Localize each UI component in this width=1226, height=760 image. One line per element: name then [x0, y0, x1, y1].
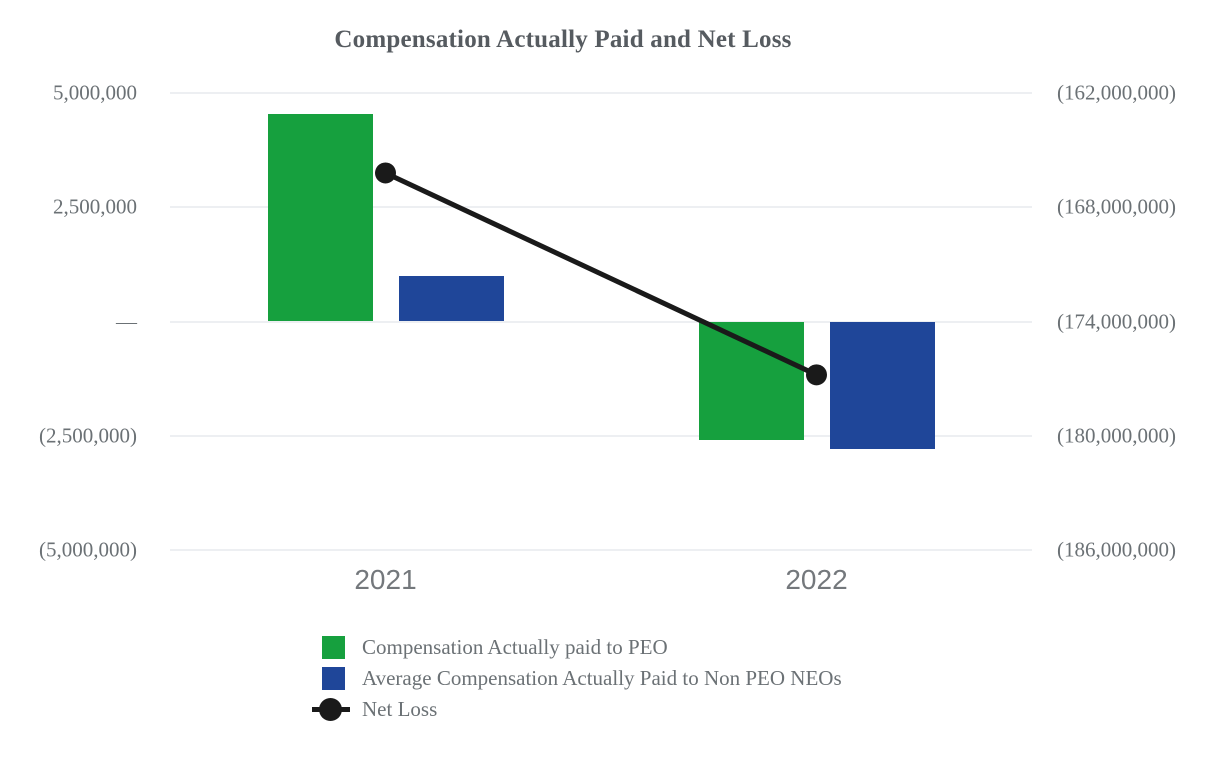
right-axis-tick-label: (186,000,000) [1057, 537, 1176, 562]
gridline [170, 320, 1032, 323]
bar-series0-2021 [267, 113, 373, 322]
chart-title: Compensation Actually Paid and Net Loss [334, 26, 792, 53]
gridline [170, 434, 1032, 437]
net-loss-dot-icon [319, 698, 342, 721]
legend-item-net-loss: Net Loss [310, 694, 842, 725]
left-axis-tick-label: — [116, 309, 137, 333]
left-axis-tick-label: (5,000,000) [39, 537, 137, 562]
non-peo-blue-swatch-icon [322, 667, 345, 690]
left-axis-tick-label: (2,500,000) [39, 423, 137, 448]
bar-series1-2022 [829, 321, 935, 450]
gridline [170, 549, 1032, 551]
right-axis-tick-label: (162,000,000) [1057, 80, 1176, 105]
x-axis-tick-label: 2021 [354, 564, 417, 595]
left-axis-tick-label: 5,000,000 [53, 80, 137, 105]
legend-label-peo: Compensation Actually paid to PEO [362, 635, 668, 659]
right-axis-tick-label: (168,000,000) [1057, 194, 1176, 219]
legend-item-peo: Compensation Actually paid to PEO [310, 632, 842, 663]
right-axis-tick-label: (180,000,000) [1057, 423, 1176, 448]
plot-area [170, 92, 1032, 551]
net-loss-line [375, 162, 827, 386]
net-loss-point [806, 364, 827, 386]
left-axis-tick-label: 2,500,000 [53, 194, 137, 219]
gridline [170, 206, 1032, 209]
net-loss-line-marker-icon [312, 698, 350, 721]
bar-series0-2022 [698, 321, 804, 441]
peo-green-swatch-icon [322, 636, 345, 659]
legend-label-net-loss: Net Loss [362, 697, 438, 721]
gridline [170, 92, 1032, 94]
legend-item-non-peo-neos: Average Compensation Actually Paid to No… [310, 663, 842, 694]
bar-series1-2021 [398, 275, 504, 322]
net-loss-point [375, 162, 396, 184]
right-axis-tick-label: (174,000,000) [1057, 309, 1176, 333]
legend: Compensation Actually paid to PEO Averag… [310, 632, 842, 725]
legend-label-non-peo-neos: Average Compensation Actually Paid to No… [362, 666, 842, 690]
x-axis-tick-label: 2022 [785, 564, 848, 595]
